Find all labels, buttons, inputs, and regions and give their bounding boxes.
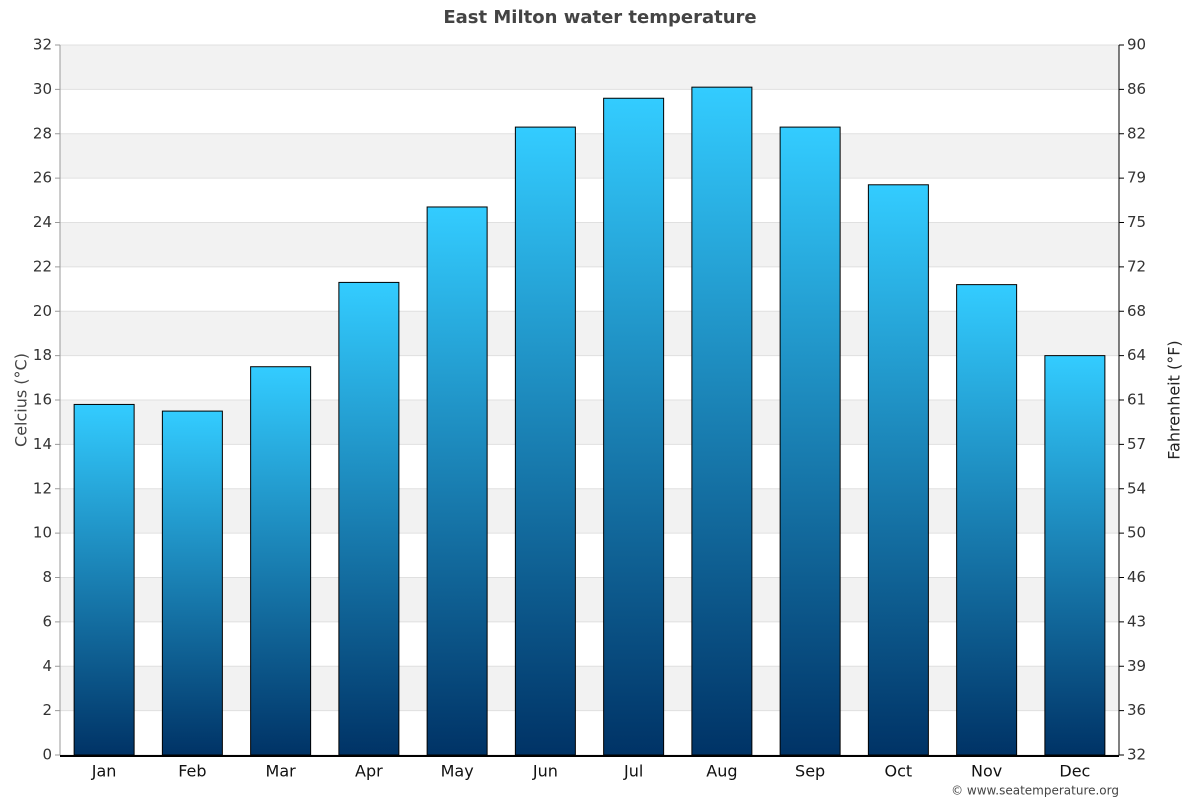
grid-band bbox=[60, 488, 1119, 534]
bar bbox=[161, 410, 223, 756]
y2-tick-label: 79 bbox=[1127, 169, 1146, 187]
x-tick-label: Feb bbox=[178, 762, 206, 781]
y-axis-label: Celcius (°C) bbox=[12, 353, 31, 447]
bar bbox=[426, 206, 488, 756]
y2-tick-label: 50 bbox=[1127, 524, 1146, 542]
bar bbox=[250, 366, 312, 756]
x-tick-label: Sep bbox=[795, 762, 825, 781]
y-tick-label: 32 bbox=[33, 36, 52, 54]
bar bbox=[691, 86, 753, 756]
y-tick-label: 20 bbox=[33, 302, 52, 320]
y-tick-label: 4 bbox=[42, 657, 52, 675]
y-tick-label: 18 bbox=[33, 346, 52, 364]
grid-band bbox=[60, 666, 1119, 711]
y2-tick-label: 86 bbox=[1127, 80, 1146, 98]
bar bbox=[956, 284, 1018, 756]
y2-tick-label: 61 bbox=[1127, 391, 1146, 409]
x-tick-label: Aug bbox=[706, 762, 737, 781]
y2-tick-label: 82 bbox=[1127, 124, 1146, 142]
x-tick-label: Oct bbox=[885, 762, 913, 781]
grid-band bbox=[60, 311, 1119, 356]
y2-tick-label: 90 bbox=[1127, 36, 1146, 54]
x-tick-label: May bbox=[441, 762, 474, 781]
y2-tick-label: 54 bbox=[1127, 479, 1146, 497]
y-tick-label: 0 bbox=[42, 746, 52, 764]
bar bbox=[1044, 355, 1106, 756]
y2-tick-label: 72 bbox=[1127, 257, 1146, 275]
y-tick-label: 6 bbox=[42, 612, 52, 630]
bar bbox=[338, 281, 400, 756]
grid-band bbox=[60, 133, 1119, 179]
grid-band bbox=[60, 222, 1119, 267]
bar bbox=[867, 184, 929, 756]
y2-tick-label: 32 bbox=[1127, 746, 1146, 764]
y2-tick-label: 75 bbox=[1127, 213, 1146, 231]
bar bbox=[603, 97, 665, 756]
y-tick-label: 24 bbox=[33, 213, 52, 231]
bar bbox=[73, 403, 135, 756]
bar bbox=[779, 126, 841, 756]
x-tick-label: Mar bbox=[266, 762, 297, 781]
y2-tick-label: 36 bbox=[1127, 701, 1146, 719]
y2-tick-label: 39 bbox=[1127, 657, 1146, 675]
y2-tick-label: 57 bbox=[1127, 435, 1146, 453]
y-tick-label: 22 bbox=[33, 257, 52, 275]
bar bbox=[514, 126, 576, 756]
x-tick-label: Jan bbox=[91, 762, 117, 781]
y-tick-label: 14 bbox=[33, 435, 52, 453]
x-tick-label: Jul bbox=[623, 762, 643, 781]
x-tick-label: Nov bbox=[971, 762, 1002, 781]
chart-title: East Milton water temperature bbox=[443, 7, 756, 28]
y-tick-label: 2 bbox=[42, 701, 52, 719]
y-tick-label: 30 bbox=[33, 80, 52, 98]
y-tick-label: 8 bbox=[42, 568, 52, 586]
x-tick-label: Apr bbox=[355, 762, 383, 781]
x-tick-label: Dec bbox=[1059, 762, 1090, 781]
y2-axis-label: Fahrenheit (°F) bbox=[1165, 340, 1184, 459]
y2-tick-label: 46 bbox=[1127, 568, 1146, 586]
y-tick-label: 28 bbox=[33, 124, 52, 142]
grid-band bbox=[60, 577, 1119, 622]
y-tick-label: 12 bbox=[33, 479, 52, 497]
source-credit: © www.seatemperature.org bbox=[951, 784, 1119, 798]
y2-tick-label: 68 bbox=[1127, 302, 1146, 320]
x-tick-label: Jun bbox=[532, 762, 558, 781]
y2-tick-label: 43 bbox=[1127, 612, 1146, 630]
y-tick-label: 10 bbox=[33, 524, 52, 542]
grid-band bbox=[60, 45, 1119, 90]
y-tick-label: 26 bbox=[33, 169, 52, 187]
grid-band bbox=[60, 400, 1119, 445]
y2-tick-label: 64 bbox=[1127, 346, 1146, 364]
y-tick-label: 16 bbox=[33, 391, 52, 409]
